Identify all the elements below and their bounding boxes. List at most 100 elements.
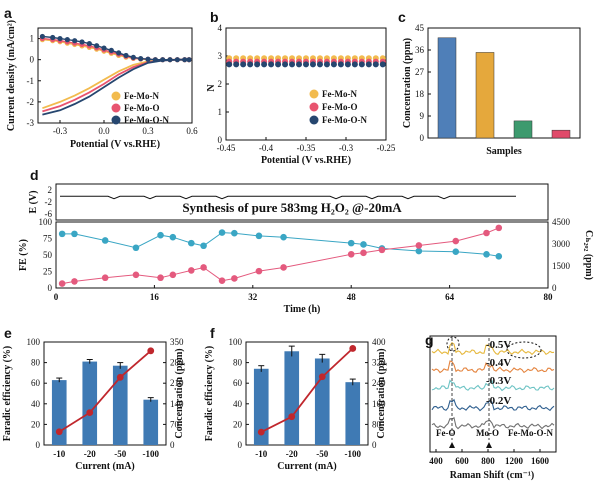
ring-line-Fe-Mo-O (42, 37, 190, 61)
highlight-ellipse-fe-o (446, 336, 460, 352)
fe-point (157, 231, 164, 239)
legend-label-b: Fe-Mo-N (322, 89, 357, 99)
y-left-tick-label-f: 20 (233, 419, 243, 429)
y-left-axis-label-e: Faradic efficiency (%) (2, 346, 13, 442)
y-tick-label-c: 45 (415, 23, 425, 33)
concentration-line-e (58, 350, 152, 433)
ring-point (94, 43, 100, 49)
panel-f: f 0 20 40 60 80 100 0 80 160 240 320 400 Current (mA… (204, 325, 387, 472)
x-tick-label-f: -50 (316, 449, 328, 459)
x-tick-label-d: 48 (347, 292, 357, 302)
ring-point (108, 47, 114, 53)
panel-d: d 2 -2 -6 E (V) Synthesis of pure 583mg H₂O₂… (18, 167, 594, 315)
y-left-tick-label-d: 0 (48, 283, 53, 293)
data-point-b (351, 61, 358, 68)
y-axis-label-a: Current density (mA/cm²) (6, 20, 17, 131)
legend-marker-b (309, 89, 319, 99)
y-tick-label-b: 3 (218, 51, 223, 61)
data-point-b (365, 61, 372, 68)
y-right-tick-label-e: 0 (170, 440, 175, 450)
y-left-tick-label-e: 40 (31, 399, 41, 409)
fe-point (188, 239, 195, 247)
x-tick-label-a: -0.3 (53, 126, 68, 136)
fe-point (360, 241, 367, 248)
fe-point (280, 233, 287, 241)
concentration-point-f (257, 428, 265, 436)
concentration-point-f (318, 373, 326, 381)
y-right-tick-label-f: 320 (372, 358, 386, 368)
y-tick-label-b: 1 (218, 107, 223, 117)
concentration-point-f (349, 345, 357, 352)
y-axis-label-c: Concentration (ppm) (402, 38, 413, 128)
y-tick-label-c: 9 (420, 111, 425, 121)
concentration-point (415, 242, 423, 249)
spade-marker-mo-o (486, 442, 492, 448)
y-axis-label-b: N (206, 84, 217, 92)
y-tick-label-a: -3 (27, 118, 35, 128)
highlight-ellipse-right (506, 341, 542, 359)
legend-label-a: Fe-Mo-O (124, 103, 159, 113)
raman-trace (431, 398, 555, 412)
concentration-point (200, 264, 207, 271)
y-left-tick-label-e: 0 (36, 440, 41, 450)
panel-e: e 0 20 40 60 80 100 0 70 140 210 280 350 Current (mA… (2, 325, 185, 472)
x-tick-label-e: -100 (143, 449, 160, 459)
x-tick-label-d: 80 (544, 292, 554, 302)
data-point-b (275, 61, 282, 68)
y-right-tick-label-d: 0 (552, 283, 557, 293)
y-tick-label-a: -1 (27, 76, 35, 86)
y-left-tick-label-f: 60 (233, 378, 243, 388)
ring-point (79, 39, 85, 45)
y-right-tick-label-d: 1500 (552, 261, 571, 271)
x-tick-label-b: -0.3 (339, 143, 354, 153)
data-point-b (247, 61, 254, 68)
panel-b: b -0.45 -0.4 -0.35 -0.3 -0.25 0 1 2 3 4 Potential … (206, 9, 396, 166)
y-right-tick-label-e: 70 (170, 419, 180, 429)
legend-label-a: Fe-Mo-N (124, 91, 159, 101)
y-left-tick-label-d: 75 (43, 234, 53, 244)
y-tick-label-c: 36 (415, 45, 425, 55)
legend-label-b: Fe-Mo-O-N (322, 115, 367, 125)
data-point-b (296, 61, 303, 68)
x-tick-label-b: -0.4 (259, 143, 274, 153)
x-axis-label-b: Potential (V vs.RHE) (261, 155, 351, 166)
concentration-point-e (147, 347, 155, 355)
concentration-point (483, 229, 490, 237)
x-tick-label-d: 16 (150, 292, 160, 302)
trace-label-g: -0.3V (486, 375, 511, 387)
fe-point (495, 253, 503, 260)
ring-line-Fe-Mo-N (42, 38, 190, 61)
y-right-tick-label-e: 210 (170, 378, 184, 388)
plot-frame-f (245, 341, 369, 446)
fe-point (58, 230, 66, 238)
panel-g: g 400 600 800 1200 1600 Raman Shift (cm⁻¹) -0.… (425, 332, 557, 481)
y-tick-label-c: 27 (415, 67, 425, 77)
fe-point (169, 233, 177, 241)
y-tick-label-b: 2 (218, 79, 223, 89)
y-tick-label-a: 0 (30, 55, 35, 65)
ring-point (72, 38, 78, 44)
y-left-tick-label-f: 40 (233, 399, 243, 409)
data-point-b (289, 61, 296, 68)
concentration-point (360, 249, 367, 257)
concentration-point-e (86, 409, 94, 417)
legend-label-g: Fe-Mo-O-N (508, 428, 553, 438)
fe-point (71, 230, 78, 238)
raman-trace (431, 416, 555, 430)
panel-label-e: e (4, 325, 12, 341)
concentration-point (101, 274, 109, 282)
concentration-point (132, 271, 140, 279)
x-tick-label-g: 400 (429, 456, 443, 466)
x-tick-label-a: 0.6 (186, 126, 198, 136)
data-point-b (309, 61, 316, 68)
ring-line-Fe-Mo-O-N (42, 35, 190, 61)
x-tick-label-g: 1200 (505, 456, 524, 466)
y-right-axis-label-d: Cₕ₂ₒ₂ (ppm) (583, 230, 594, 280)
y-right-tick-label-e: 280 (170, 358, 184, 368)
plot-frame-d-top (55, 183, 549, 221)
y-tick-label-d-top: -6 (45, 209, 53, 219)
bar-e (82, 361, 98, 445)
y-left-tick-label-f: 80 (233, 358, 243, 368)
bar-e (143, 399, 159, 445)
